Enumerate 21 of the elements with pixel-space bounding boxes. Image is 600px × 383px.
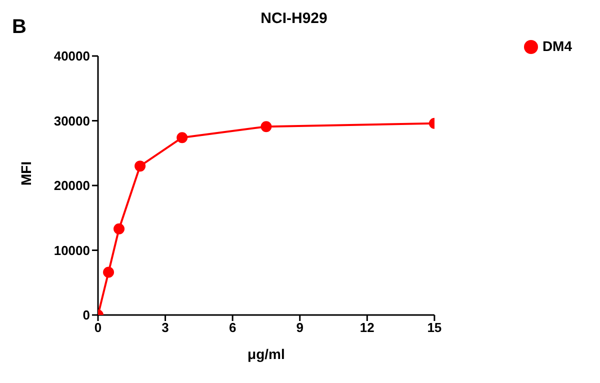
x-tick-label: 6: [228, 320, 236, 336]
point: [103, 266, 114, 278]
text: B: [12, 16, 26, 39]
y-axis-title: MFI: [18, 161, 34, 186]
x-tick-label: 9: [296, 320, 304, 336]
point: [114, 223, 125, 234]
x-tick-label: 0: [94, 320, 102, 336]
legend-label: DM4: [542, 38, 572, 54]
y-tick-label: 30000: [54, 113, 90, 128]
y-tick-label: 10000: [54, 242, 90, 258]
chart-title: NCI-H929: [260, 10, 328, 27]
x-tick-label: 3: [162, 320, 169, 336]
x-axis-title: μg/ml: [248, 346, 285, 362]
y-tick-label: 20000: [54, 178, 90, 194]
point: [134, 160, 146, 172]
point: [260, 121, 272, 132]
y-tick-label: 40000: [54, 48, 90, 64]
x-tick-label: 15: [427, 320, 442, 336]
point: [176, 132, 188, 144]
y-tick-label: 0: [82, 308, 90, 323]
x-tick-label: 12: [360, 320, 374, 336]
